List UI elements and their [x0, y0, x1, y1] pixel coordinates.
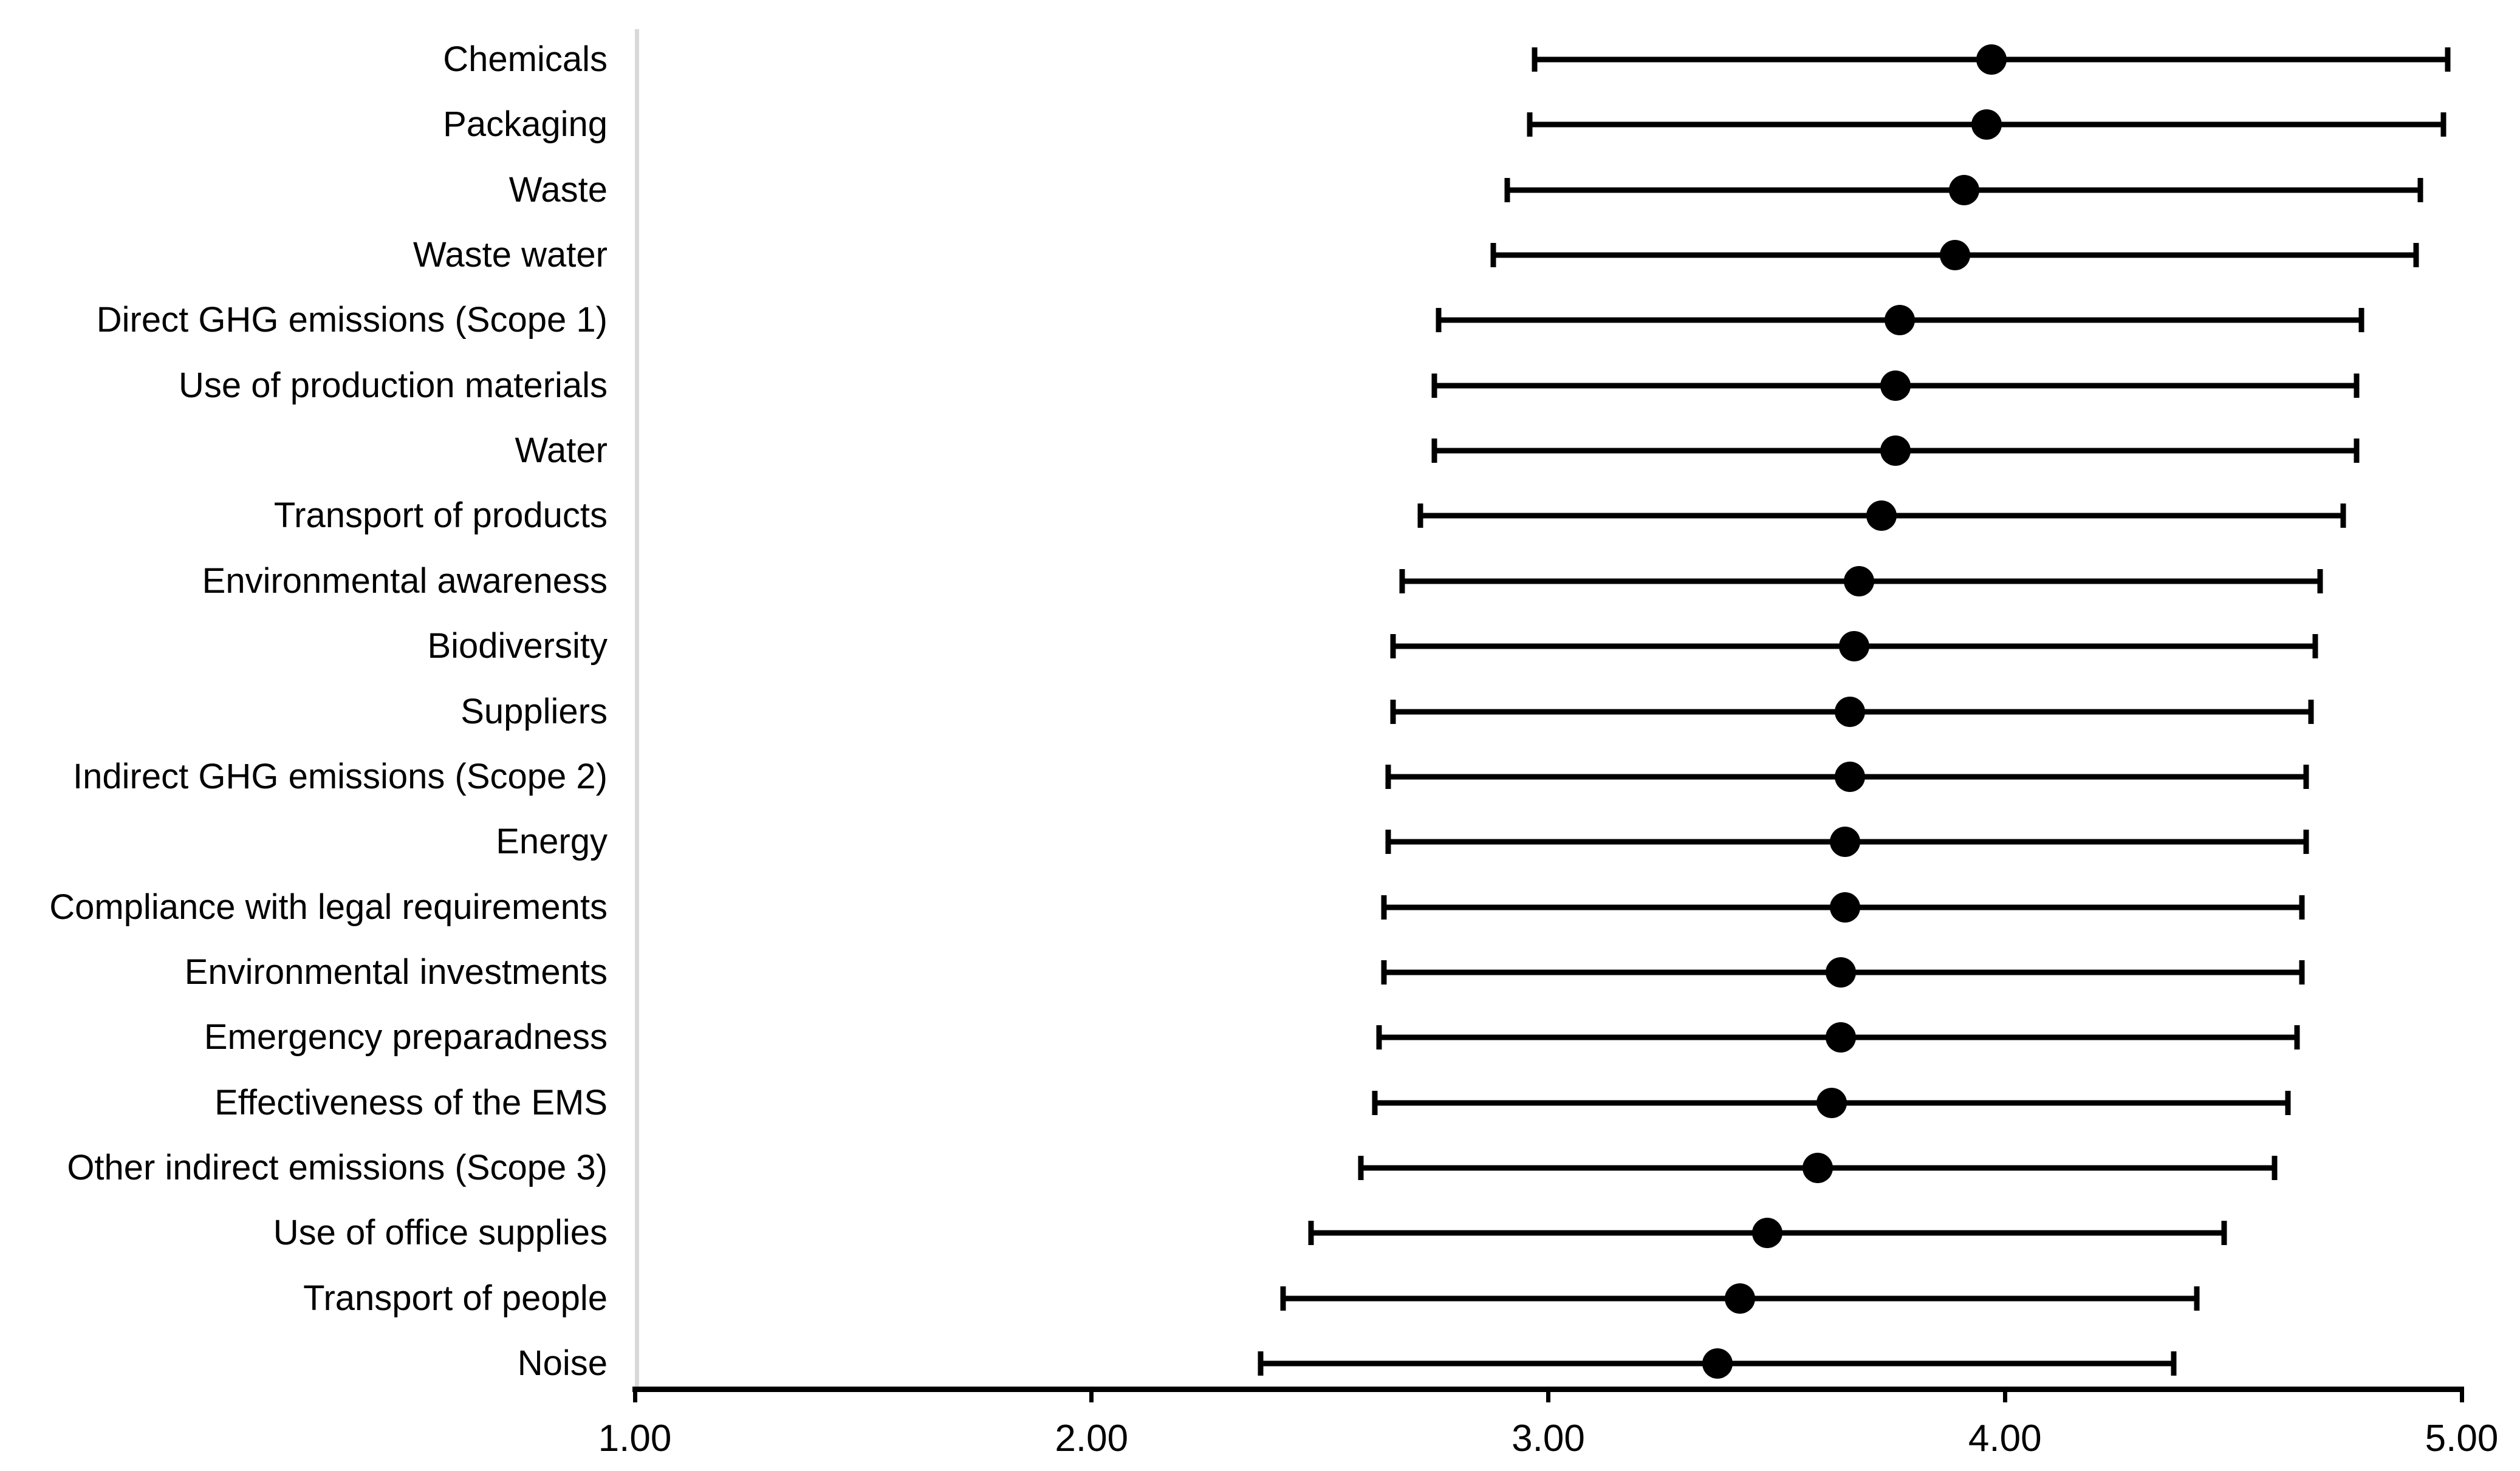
error-bar-cap-right	[2440, 112, 2446, 137]
category-label: Effectiveness of the EMS	[214, 1082, 608, 1122]
mean-dot	[1825, 1022, 1856, 1053]
category-label: Transport of products	[273, 496, 608, 536]
x-tick-label: 2.00	[1055, 1418, 1129, 1459]
error-bar-cap-right	[2354, 439, 2360, 463]
error-bar-cap-left	[1527, 112, 1533, 137]
category-label: Water	[515, 431, 608, 471]
mean-dot	[1880, 370, 1911, 401]
error-bar-cap-left	[1532, 47, 1538, 72]
error-bar-cap-left	[1376, 1025, 1382, 1050]
x-tick	[1089, 1392, 1094, 1402]
error-bar-cap-left	[1385, 764, 1391, 789]
error-bar-cap-right	[2294, 1025, 2300, 1050]
error-bar-cap-right	[2299, 960, 2305, 985]
error-bar-cap-right	[2285, 1090, 2291, 1115]
error-bar-cap-left	[1490, 243, 1496, 268]
error-bar-cap-left	[1436, 308, 1442, 333]
mean-dot	[1830, 892, 1861, 923]
x-tick-label: 1.00	[598, 1418, 672, 1459]
error-bar-cap-left	[1381, 960, 1387, 985]
mean-dot	[1843, 565, 1874, 596]
category-label: Emergency preparadness	[204, 1017, 608, 1057]
category-label: Indirect GHG emissions (Scope 2)	[73, 756, 608, 796]
category-label: Biodiversity	[427, 626, 608, 666]
error-bar-cap-right	[2413, 243, 2419, 268]
category-label: Energy	[496, 822, 608, 862]
error-bar-cap-right	[2312, 634, 2318, 659]
mean-dot	[1948, 174, 1979, 205]
mean-dot	[1725, 1283, 1756, 1314]
mean-dot	[1885, 305, 1916, 336]
error-bar-cap-right	[2308, 699, 2314, 724]
mean-dot	[1866, 500, 1897, 531]
error-bar-cap-left	[1308, 1221, 1314, 1246]
category-label: Packaging	[443, 104, 608, 145]
error-bar-cap-right	[2317, 568, 2323, 593]
error-bar-cap-left	[1280, 1286, 1286, 1311]
category-label: Environmental investments	[184, 952, 608, 992]
error-bar-cap-right	[2340, 503, 2346, 528]
error-bar-cap-right	[2272, 1155, 2278, 1180]
error-bar-cap-left	[1385, 830, 1391, 855]
category-label: Use of office supplies	[273, 1213, 608, 1253]
error-bar-cap-left	[1358, 1155, 1364, 1180]
x-tick-label: 5.00	[2425, 1418, 2499, 1459]
error-bar-cap-right	[2221, 1221, 2227, 1246]
category-label: Compliance with legal requirements	[49, 887, 608, 927]
x-tick	[632, 1392, 637, 1402]
category-label: Waste	[508, 169, 608, 210]
mean-dot	[1880, 435, 1911, 466]
category-label: Direct GHG emissions (Scope 1)	[96, 300, 608, 340]
error-bar-cap-right	[2445, 47, 2451, 72]
mean-dot	[1752, 1218, 1783, 1249]
category-label: Transport of people	[303, 1278, 608, 1318]
error-bar-cap-left	[1390, 699, 1396, 724]
x-tick	[2459, 1392, 2464, 1402]
error-bar-cap-left	[1390, 634, 1396, 659]
category-label: Waste water	[413, 235, 608, 275]
x-tick-label: 3.00	[1512, 1418, 1585, 1459]
category-label: Suppliers	[461, 691, 608, 731]
x-tick	[1546, 1392, 1550, 1402]
mean-dot	[1839, 631, 1870, 662]
error-bar-cap-left	[1431, 373, 1437, 398]
y-axis-line	[635, 29, 639, 1387]
error-bar-cap-right	[2299, 895, 2305, 920]
x-axis-line	[632, 1387, 2464, 1392]
mean-dot	[1971, 109, 2002, 140]
mean-dot	[1976, 44, 2007, 75]
mean-dot	[1834, 696, 1865, 727]
error-bar-cap-right	[2194, 1286, 2200, 1311]
mean-dot	[1702, 1348, 1733, 1379]
error-bar-cap-left	[1399, 568, 1405, 593]
x-tick-label: 4.00	[1968, 1418, 2042, 1459]
error-bar-cap-right	[2417, 177, 2423, 202]
error-bar-cap-right	[2354, 373, 2360, 398]
mean-dot	[1830, 827, 1861, 858]
mean-dot	[1939, 240, 1970, 271]
error-bar-cap-left	[1504, 177, 1510, 202]
error-bar-cap-left	[1258, 1351, 1264, 1376]
category-label: Noise	[517, 1343, 608, 1383]
category-label: Use of production materials	[179, 365, 608, 405]
mean-dot	[1816, 1087, 1847, 1118]
error-bar-cap-right	[2303, 830, 2309, 855]
error-bar-cap-left	[1372, 1090, 1378, 1115]
category-label: Other indirect emissions (Scope 3)	[67, 1147, 608, 1187]
mean-dot	[1803, 1152, 1834, 1183]
error-bar-cap-left	[1381, 895, 1387, 920]
error-bar-cap-left	[1431, 439, 1437, 463]
x-tick	[2002, 1392, 2007, 1402]
error-bar-cap-right	[2171, 1351, 2177, 1376]
category-label: Chemicals	[443, 39, 608, 79]
mean-dot	[1825, 957, 1856, 988]
error-bar-cap-right	[2358, 308, 2364, 333]
category-label: Environmental awareness	[202, 561, 608, 601]
error-bar-cap-right	[2303, 764, 2309, 789]
mean-dot	[1834, 761, 1865, 792]
error-bar-cap-left	[1417, 503, 1423, 528]
